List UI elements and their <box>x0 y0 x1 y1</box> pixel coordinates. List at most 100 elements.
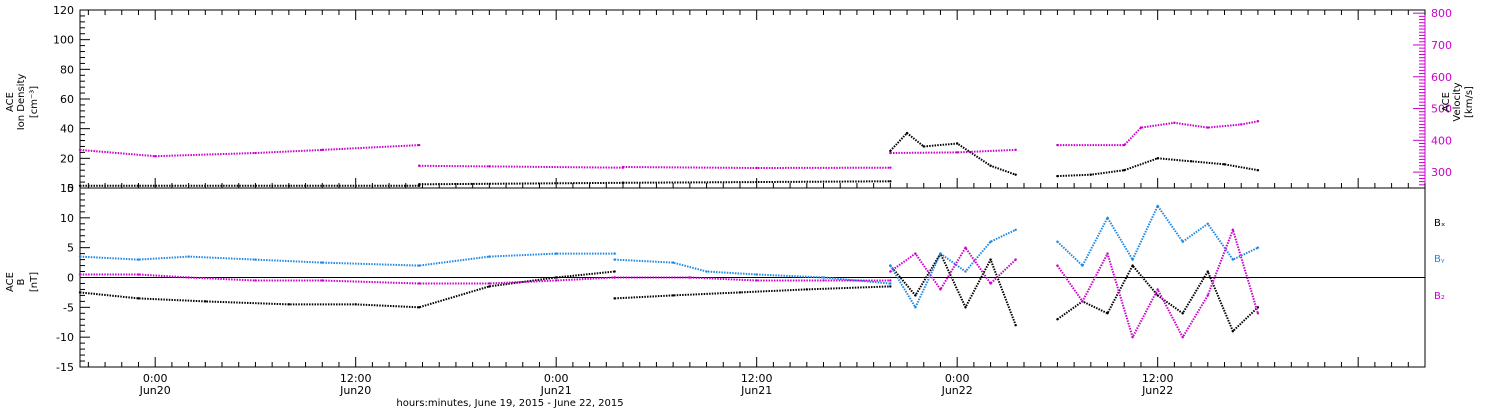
bx-trace-point <box>613 270 616 273</box>
bz-trace-point <box>688 276 692 279</box>
bottom-left-ytick-label: -5 <box>63 301 74 314</box>
bottom-left-ytick-label: 5 <box>67 242 74 255</box>
by-trace-point <box>417 264 421 267</box>
bottom-panel-data <box>78 204 1260 339</box>
legend-by: Bᵧ <box>1434 254 1445 265</box>
density-trace-point <box>905 131 909 135</box>
bz-trace-point <box>1231 228 1235 231</box>
top-right-ytick-label: 600 <box>1431 71 1452 84</box>
bx-trace-point <box>914 294 917 297</box>
bottom-left-ytick-label: 15 <box>60 182 74 195</box>
top-right-ylabel-line3: [km/s] <box>1464 86 1475 118</box>
x-tick-label-time: 0:00 <box>544 372 569 385</box>
density-trace-point <box>922 145 925 148</box>
by-trace-point <box>889 282 892 285</box>
by-trace-point <box>613 252 616 255</box>
bottom-left-ytick-label: 10 <box>60 212 74 225</box>
bx-trace-point <box>964 306 967 309</box>
bz-trace-point <box>78 273 82 276</box>
bx-trace-segment <box>1056 264 1259 333</box>
density-trace-point <box>1014 173 1017 176</box>
velocity-trace-point <box>254 151 257 155</box>
bz-trace-point <box>889 270 892 273</box>
density-trace-point <box>1256 169 1260 172</box>
top-right-ytick-label: 400 <box>1431 134 1452 147</box>
top-left-ytick-label: 100 <box>53 34 74 47</box>
bottom-panel-ticks: -15 -10 -5 0 5 10 15 <box>56 182 90 374</box>
bx-trace-point <box>805 288 809 291</box>
density-trace-point <box>1089 173 1093 176</box>
velocity-trace-point <box>1014 148 1017 152</box>
velocity-trace-point <box>889 166 892 169</box>
x-axis-label: hours:minutes, June 19, 2015 - June 22, … <box>396 398 623 409</box>
x-tick-label-date: Jun20 <box>139 384 171 397</box>
by-trace-point <box>1106 216 1109 220</box>
legend-bx: Bₓ <box>1434 218 1445 229</box>
top-left-ylabel-line3: [cm⁻³] <box>29 86 40 118</box>
top-left-ytick-label: 0 <box>67 182 74 195</box>
velocity-trace-point <box>755 166 758 170</box>
bottom-left-ytick-label: -15 <box>56 361 74 374</box>
by-trace-point <box>1056 240 1059 243</box>
density-trace-point <box>621 181 625 185</box>
by-trace-point <box>321 261 324 264</box>
velocity-trace-point <box>1139 126 1143 129</box>
bx-trace-point <box>1014 324 1017 327</box>
x-tick-label-time: 12:00 <box>1142 372 1174 385</box>
top-right-ylabel-line1: ACE <box>1441 92 1452 112</box>
density-trace-point <box>1056 174 1059 178</box>
by-trace-segment <box>889 228 1017 309</box>
bx-trace-point <box>989 258 992 261</box>
velocity-trace-segment <box>890 148 1016 154</box>
bz-trace-point <box>554 279 558 282</box>
bx-trace-point <box>1256 306 1260 309</box>
bz-trace-point <box>964 246 967 249</box>
x-tick-label-time: 0:00 <box>143 372 168 385</box>
bz-trace-point <box>755 279 758 282</box>
velocity-trace-segment <box>1057 120 1259 147</box>
bz-trace-segment <box>80 273 615 285</box>
bottom-left-ylabel-line1: ACE <box>5 272 16 292</box>
by-trace-point <box>137 258 140 261</box>
by-trace-point <box>554 252 558 255</box>
top-left-ytick-label: 60 <box>60 93 74 106</box>
bz-trace-point <box>417 282 421 285</box>
by-trace-point <box>254 258 257 261</box>
velocity-trace-point <box>1123 143 1126 147</box>
bottom-panel-frame <box>79 187 1426 368</box>
bx-trace-point <box>78 291 82 294</box>
bx-trace-point <box>417 306 421 309</box>
by-trace-point <box>1256 246 1260 249</box>
velocity-trace-point <box>417 164 421 167</box>
velocity-trace-point <box>1206 126 1209 129</box>
bz-trace-point <box>1056 264 1059 267</box>
density-trace-point <box>955 142 959 145</box>
velocity-trace-point <box>955 151 959 154</box>
x-axis-ticks: 0:00Jun2012:00Jun200:00Jun2112:00Jun210:… <box>87 10 1426 397</box>
by-trace-point <box>1081 264 1084 267</box>
bz-trace-point <box>1106 252 1109 255</box>
bottom-left-ytick-label: -10 <box>56 331 74 344</box>
bz-trace-point <box>914 252 917 255</box>
by-trace-segment <box>1056 204 1259 267</box>
bx-trace-segment <box>889 252 1017 326</box>
top-panel-ticks: 0 20 40 60 80 100 120 300 400 500 600 700 800 <box>53 4 1452 195</box>
density-trace-point <box>1123 169 1126 172</box>
density-trace-segment <box>889 132 1017 176</box>
top-panel-border <box>79 9 1426 189</box>
velocity-trace-point <box>1056 143 1059 147</box>
by-trace-point <box>613 258 616 261</box>
by-trace-point <box>964 270 967 273</box>
velocity-trace-point <box>488 165 491 168</box>
top-right-ytick-label: 700 <box>1431 39 1452 52</box>
bx-trace-point <box>1181 312 1184 315</box>
top-left-ytick-label: 80 <box>60 63 74 76</box>
bx-trace-point <box>1231 330 1235 333</box>
velocity-trace-point <box>889 151 892 155</box>
by-trace-point <box>822 276 825 279</box>
density-trace-segment <box>419 181 624 186</box>
bottom-left-ylabel-line2: B <box>16 278 27 285</box>
density-trace-point <box>287 184 291 187</box>
velocity-trace-point <box>1173 121 1176 125</box>
